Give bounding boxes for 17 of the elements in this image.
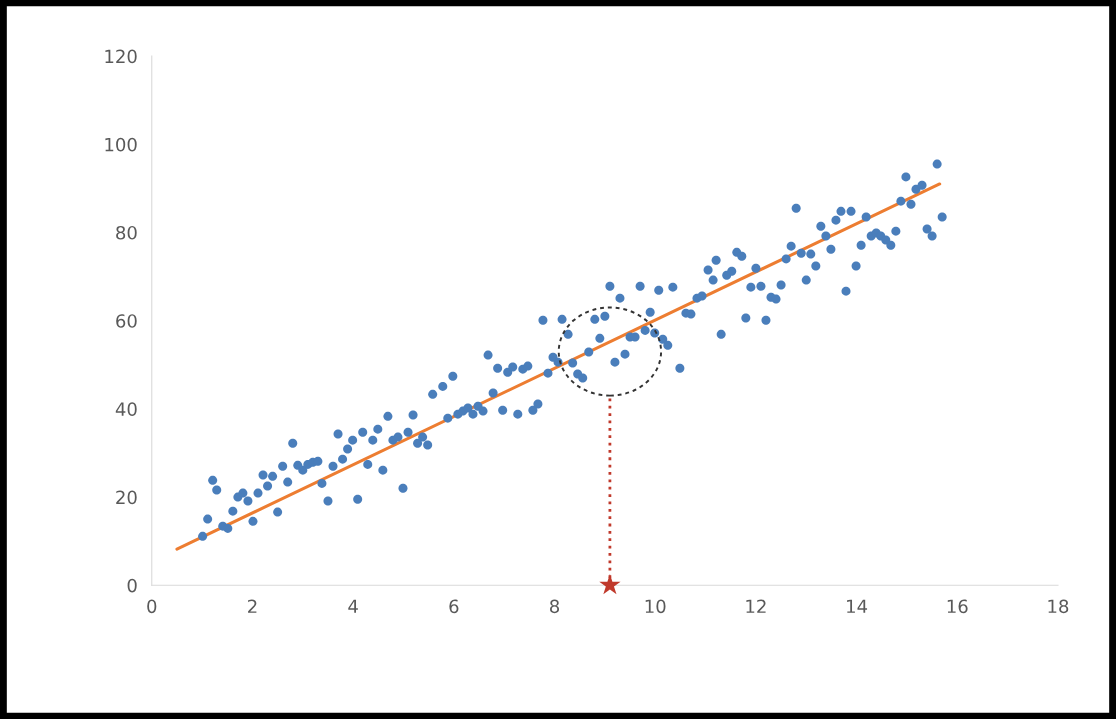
x-tick-label: 14: [847, 599, 868, 613]
y-tick-label: 40: [115, 402, 137, 416]
x-tick-label: 18: [1048, 599, 1069, 614]
x-tick-label: 16: [947, 599, 968, 614]
x-tick-label: 2: [248, 599, 257, 613]
x-tick-label: 4: [348, 599, 358, 613]
x-tick-label: 6: [449, 599, 459, 614]
y-tick-label: 60: [116, 314, 137, 328]
y-tick-label: 0: [127, 578, 137, 593]
y-tick-label: 100: [105, 137, 137, 152]
x-tick-label: 12: [746, 599, 766, 613]
x-tick-label: 10: [645, 599, 666, 614]
y-tick-label: 80: [116, 225, 137, 240]
x-tick-label: 0: [147, 599, 157, 614]
y-tick-label: 20: [116, 490, 137, 505]
x-tick-label: 8: [550, 599, 560, 614]
y-tick-label: 120: [105, 49, 137, 64]
